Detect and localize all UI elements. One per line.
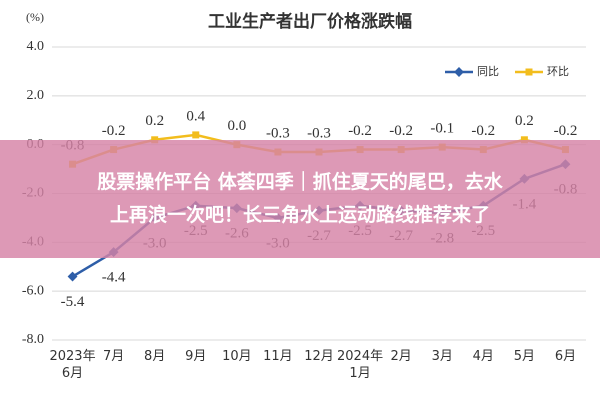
- y-tick-label: -6.0: [22, 283, 44, 298]
- data-label: -0.2: [348, 123, 372, 139]
- point: [151, 136, 159, 144]
- data-label: 0.2: [515, 113, 534, 129]
- data-label: -0.1: [430, 121, 454, 137]
- y-tick-label: 4.0: [27, 39, 45, 54]
- x-tick-label: 6月: [554, 349, 577, 364]
- x-tick-label: 5月: [513, 349, 536, 364]
- data-label: -0.2: [102, 123, 126, 139]
- legend-label: 同比: [477, 65, 499, 78]
- data-label: -0.3: [266, 125, 290, 141]
- x-tick-label: 12月: [304, 349, 334, 364]
- legend-marker: [454, 67, 464, 77]
- data-label: -0.3: [307, 125, 331, 141]
- x-tick-label: 2024年 1月: [337, 349, 384, 381]
- x-tick-label: 7月: [102, 349, 125, 364]
- x-tick-label: 8月: [144, 349, 166, 364]
- x-tick-label: 3月: [431, 349, 453, 364]
- overlay-banner[interactable]: 股票操作平台 体荟四季｜抓住夏天的尾巴，去水 上再浪一次吧！长三角水上运动路线推…: [0, 140, 600, 258]
- data-label: -0.2: [554, 123, 578, 139]
- data-label: -5.4: [61, 294, 85, 310]
- y-tick-label: 2.0: [27, 88, 45, 103]
- data-label: 0.4: [186, 108, 205, 124]
- x-tick-label: 9月: [185, 349, 207, 364]
- data-label: -0.2: [471, 123, 495, 139]
- legend-marker: [525, 68, 533, 76]
- data-label: 0.2: [145, 113, 164, 129]
- data-label: 0.0: [227, 118, 246, 134]
- y-axis-label: (%): [26, 10, 44, 24]
- point: [192, 131, 200, 139]
- banner-line[interactable]: 上再浪一次吧！长三角水上运动路线推荐来了: [109, 204, 490, 226]
- x-tick-label: 4月: [472, 349, 494, 364]
- legend-label: 环比: [547, 65, 569, 78]
- x-tick-label: 2023年 6月: [49, 349, 96, 381]
- banner-line[interactable]: 股票操作平台 体荟四季｜抓住夏天的尾巴，去水: [97, 171, 503, 193]
- data-label: -4.4: [102, 270, 126, 286]
- y-tick-label: -8.0: [22, 332, 44, 347]
- chart-title: 工业生产者出厂价格涨跌幅: [208, 11, 412, 32]
- data-label: -0.2: [389, 123, 413, 139]
- point: [520, 136, 528, 144]
- x-tick-label: 2月: [390, 349, 412, 364]
- x-tick-label: 11月: [263, 349, 293, 364]
- x-tick-label: 10月: [222, 349, 252, 364]
